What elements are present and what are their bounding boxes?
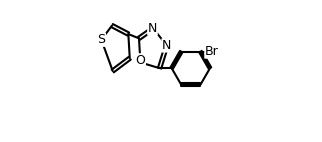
Text: N: N <box>148 22 157 35</box>
Text: S: S <box>97 33 105 46</box>
Text: Br: Br <box>205 45 219 58</box>
Text: O: O <box>136 54 145 67</box>
Text: N: N <box>162 39 171 52</box>
